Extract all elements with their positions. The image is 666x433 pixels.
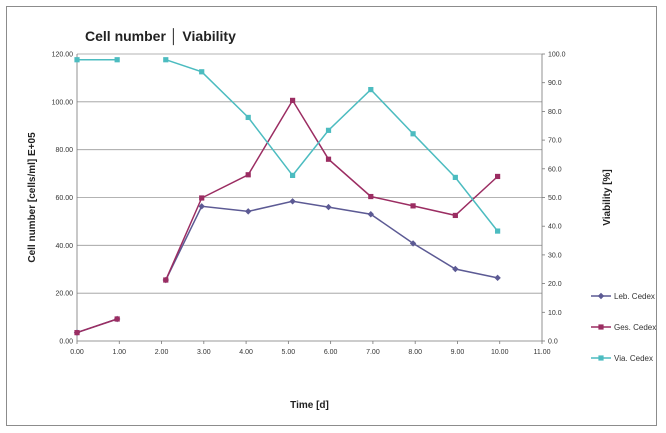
- legend-item: Leb. Cedex: [591, 292, 655, 301]
- x-tick-label: 9.00: [451, 349, 465, 356]
- legend-label: Leb. Cedex: [614, 292, 655, 301]
- x-tick-label: 3.00: [197, 349, 211, 356]
- data-point: [494, 274, 501, 282]
- chart-svg: Cell number │ Viability 0.00 20.00 40.00 60…: [27, 28, 656, 411]
- x-tick-label: 4.00: [239, 349, 253, 356]
- data-point: [368, 86, 374, 93]
- legend-marker: [597, 292, 605, 300]
- y2-tick-label: 40.0: [548, 224, 562, 231]
- data-point: [410, 203, 416, 209]
- data-point: [452, 212, 458, 219]
- y2-tick-label: 50.0: [548, 195, 562, 202]
- y-axis-label: Cell number [cells/ml] E+05: [27, 132, 38, 263]
- y2-tick-label: 10.0: [548, 310, 562, 317]
- data-point: [452, 265, 459, 273]
- y-tick-label: 120.00: [52, 52, 74, 59]
- x-tick-label: 0.00: [70, 349, 84, 356]
- x-tick-label: 7.00: [366, 349, 380, 356]
- y2-axis-label: Viability [%]: [602, 169, 613, 226]
- data-point: [245, 208, 252, 215]
- series-ges-cedex: [74, 97, 501, 336]
- data-point: [198, 203, 205, 210]
- legend-label: Ges. Cedex: [614, 323, 656, 332]
- data-point: [495, 228, 501, 234]
- data-point: [325, 127, 332, 133]
- y2-tick-label: 60.0: [548, 166, 562, 173]
- data-point: [163, 57, 169, 63]
- x-tick-label: 5.00: [282, 349, 296, 356]
- x-tick-label: 1.00: [112, 349, 126, 356]
- data-point: [410, 131, 416, 137]
- data-point: [245, 114, 251, 121]
- y2-tick-label: 90.0: [548, 80, 562, 87]
- data-point: [452, 174, 458, 181]
- x-tick-label: 2.00: [155, 349, 169, 356]
- data-point: [199, 69, 205, 75]
- x-tick-label: 8.00: [408, 349, 422, 356]
- data-point: [367, 211, 374, 218]
- data-point: [409, 240, 417, 247]
- chart-frame: Cell number │ Viability 0.00 20.00 40.00 60…: [6, 6, 657, 426]
- series: [73, 57, 501, 336]
- y-tick-label: 80.00: [55, 147, 73, 154]
- series-leb-cedex: [73, 198, 501, 336]
- chart-title: Cell number │ Viability: [85, 28, 236, 46]
- legend-item: Via. Cedex: [591, 354, 653, 363]
- y-tick-label: 20.00: [55, 291, 73, 298]
- legend-label: Via. Cedex: [614, 354, 653, 363]
- data-point: [325, 156, 332, 162]
- data-point: [199, 195, 205, 201]
- data-point: [245, 172, 251, 178]
- y2-tick-label: 30.0: [548, 252, 562, 259]
- series-line: [76, 318, 118, 334]
- data-point: [368, 193, 374, 200]
- data-point: [289, 97, 296, 103]
- data-point: [289, 198, 296, 205]
- data-point: [74, 57, 80, 63]
- tick-labels: 0.00 20.00 40.00 60.00 80.00 100.00 120.00 0.0 1…: [52, 52, 566, 357]
- y2-tick-label: 20.0: [548, 281, 562, 288]
- legend-item: Ges. Cedex: [591, 323, 656, 332]
- series-line: [165, 58, 499, 232]
- data-point: [114, 316, 120, 322]
- x-tick-label: 10.00: [491, 349, 509, 356]
- y-tick-label: 60.00: [55, 195, 73, 202]
- y-tick-label: 100.00: [52, 99, 74, 106]
- y2-tick-label: 70.0: [548, 138, 562, 145]
- data-point: [495, 173, 501, 180]
- series-via-cedex: [74, 57, 501, 234]
- x-axis-label: Time [d]: [290, 400, 329, 411]
- x-tick-label: 11.00: [534, 349, 551, 356]
- y-tick-label: 0.00: [59, 339, 73, 346]
- y2-tick-label: 80.0: [548, 109, 562, 116]
- legend-marker: [598, 355, 604, 361]
- data-point: [74, 330, 80, 336]
- data-point: [289, 172, 296, 179]
- axes: [76, 53, 545, 344]
- legend-marker: [598, 324, 604, 330]
- y2-tick-label: 0.0: [548, 339, 558, 346]
- data-point: [114, 57, 120, 63]
- legend: Leb. Cedex Ges. Cedex Via. Cedex: [591, 292, 656, 363]
- y2-tick-label: 100.0: [548, 52, 566, 59]
- x-tick-label: 6.00: [324, 349, 338, 356]
- gridlines: [77, 53, 542, 294]
- data-point: [163, 277, 169, 283]
- data-point: [325, 203, 332, 211]
- y-tick-label: 40.00: [55, 243, 73, 250]
